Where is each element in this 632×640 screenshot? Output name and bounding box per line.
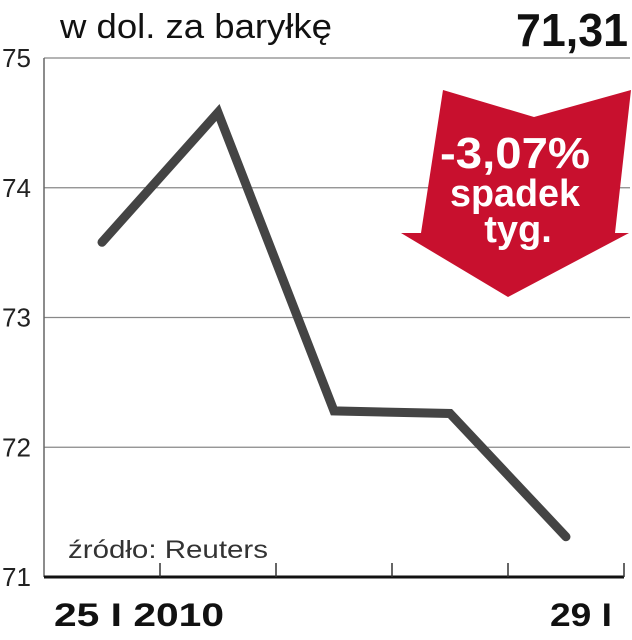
change-label: spadek [450, 173, 581, 215]
change-period: tyg. [484, 209, 552, 251]
source-label: źródło: Reuters [68, 536, 268, 564]
change-value: -3,07% [440, 129, 590, 178]
chart-title: w dol. za baryłkę [59, 8, 332, 46]
y-tick-label: 74 [2, 173, 31, 203]
headline-value: 71,31 [516, 4, 628, 56]
x-tick-label: 29 I [550, 597, 612, 633]
y-tick-label: 72 [2, 432, 31, 462]
y-tick-label: 73 [2, 303, 31, 333]
y-tick-label: 71 [2, 562, 31, 592]
y-tick-label: 75 [2, 43, 31, 73]
down-arrow-icon [401, 90, 631, 297]
x-tick-label: 25 I 2010 [54, 597, 224, 633]
